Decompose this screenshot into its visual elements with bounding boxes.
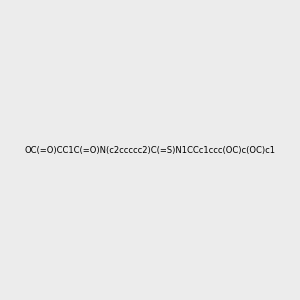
Text: OC(=O)CC1C(=O)N(c2ccccc2)C(=S)N1CCc1ccc(OC)c(OC)c1: OC(=O)CC1C(=O)N(c2ccccc2)C(=S)N1CCc1ccc(… bbox=[25, 146, 275, 154]
